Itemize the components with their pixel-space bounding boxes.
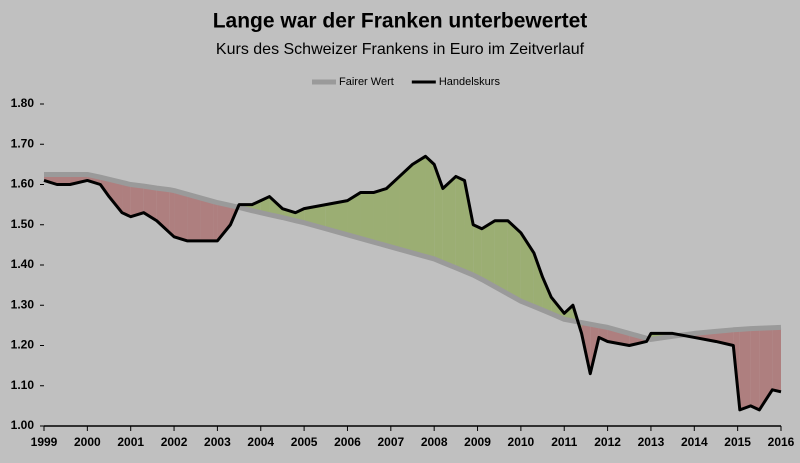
y-tick-label: 1.30 [11,297,35,311]
x-tick-label: 2000 [74,435,101,449]
y-tick-label: 1.80 [11,96,35,110]
legend-label: Fairer Wert [339,76,394,88]
gap-fill [481,220,495,287]
gap-fill [174,190,188,241]
gap-fill [442,176,456,268]
gap-fill [130,184,144,217]
gap-fill [213,201,218,241]
gap-fill [412,156,426,257]
x-tick-label: 2005 [291,435,318,449]
gap-fill [473,224,482,280]
gap-fill [143,186,157,221]
x-tick-label: 2016 [768,435,795,449]
x-tick-label: 2012 [594,435,621,449]
y-tick-label: 1.10 [11,378,35,392]
gap-fill [169,189,175,237]
gap-fill [109,179,123,213]
gap-fill [494,220,508,294]
gap-fill [217,202,231,241]
gap-fill [507,220,521,302]
gap-fill [542,277,552,314]
gap-fill [156,188,170,233]
gap-fill [269,196,283,218]
series-line [43,154,782,412]
gap-fill [759,327,773,410]
gap-fill [122,182,131,217]
x-tick-label: 2001 [117,435,144,449]
x-tick-label: 2007 [377,435,404,449]
y-tick-label: 1.50 [11,217,35,231]
gap-fill [772,327,781,392]
gap-fill [739,328,751,410]
y-tick-label: 1.00 [11,418,35,432]
chart-subtitle: Kurs des Schweizer Frankens in Euro im Z… [216,41,585,58]
y-tick-label: 1.40 [11,257,35,271]
gap-fill [434,164,443,263]
gap-fill [425,156,435,259]
x-tick-label: 2002 [161,435,188,449]
x-tick-label: 2015 [724,435,751,449]
gap-fill [347,192,361,239]
x-tick-label: 1999 [31,435,58,449]
x-tick-label: 2004 [247,435,274,449]
gap-fill [187,194,201,241]
gap-fill [520,232,534,307]
y-tick-label: 1.20 [11,338,35,352]
gap-fill [360,192,374,243]
gap-fill [325,200,348,235]
gap-fill [386,176,400,250]
legend-label: Handelskurs [439,76,501,88]
x-tick-label: 2006 [334,435,361,449]
gap-fill [750,328,760,410]
y-tick-label: 1.60 [11,177,35,191]
x-tick-label: 2008 [421,435,448,449]
x-tick-label: 2014 [681,435,708,449]
gap-fill [533,252,543,311]
gap-fill [464,180,474,276]
chart-title: Lange war der Franken unterbewertet [213,10,588,33]
gap-fill [373,188,387,246]
gap-fill [57,174,71,185]
gap-fill [399,164,413,253]
x-tick-label: 2011 [551,435,577,449]
gap-fill [200,197,214,241]
x-tick-label: 2010 [508,435,535,449]
x-tick-label: 2009 [464,435,491,449]
gap-fill [455,176,465,272]
y-tick-label: 1.70 [11,136,35,150]
x-tick-label: 2013 [638,435,665,449]
x-tick-label: 2003 [204,435,231,449]
series-line [44,171,782,342]
